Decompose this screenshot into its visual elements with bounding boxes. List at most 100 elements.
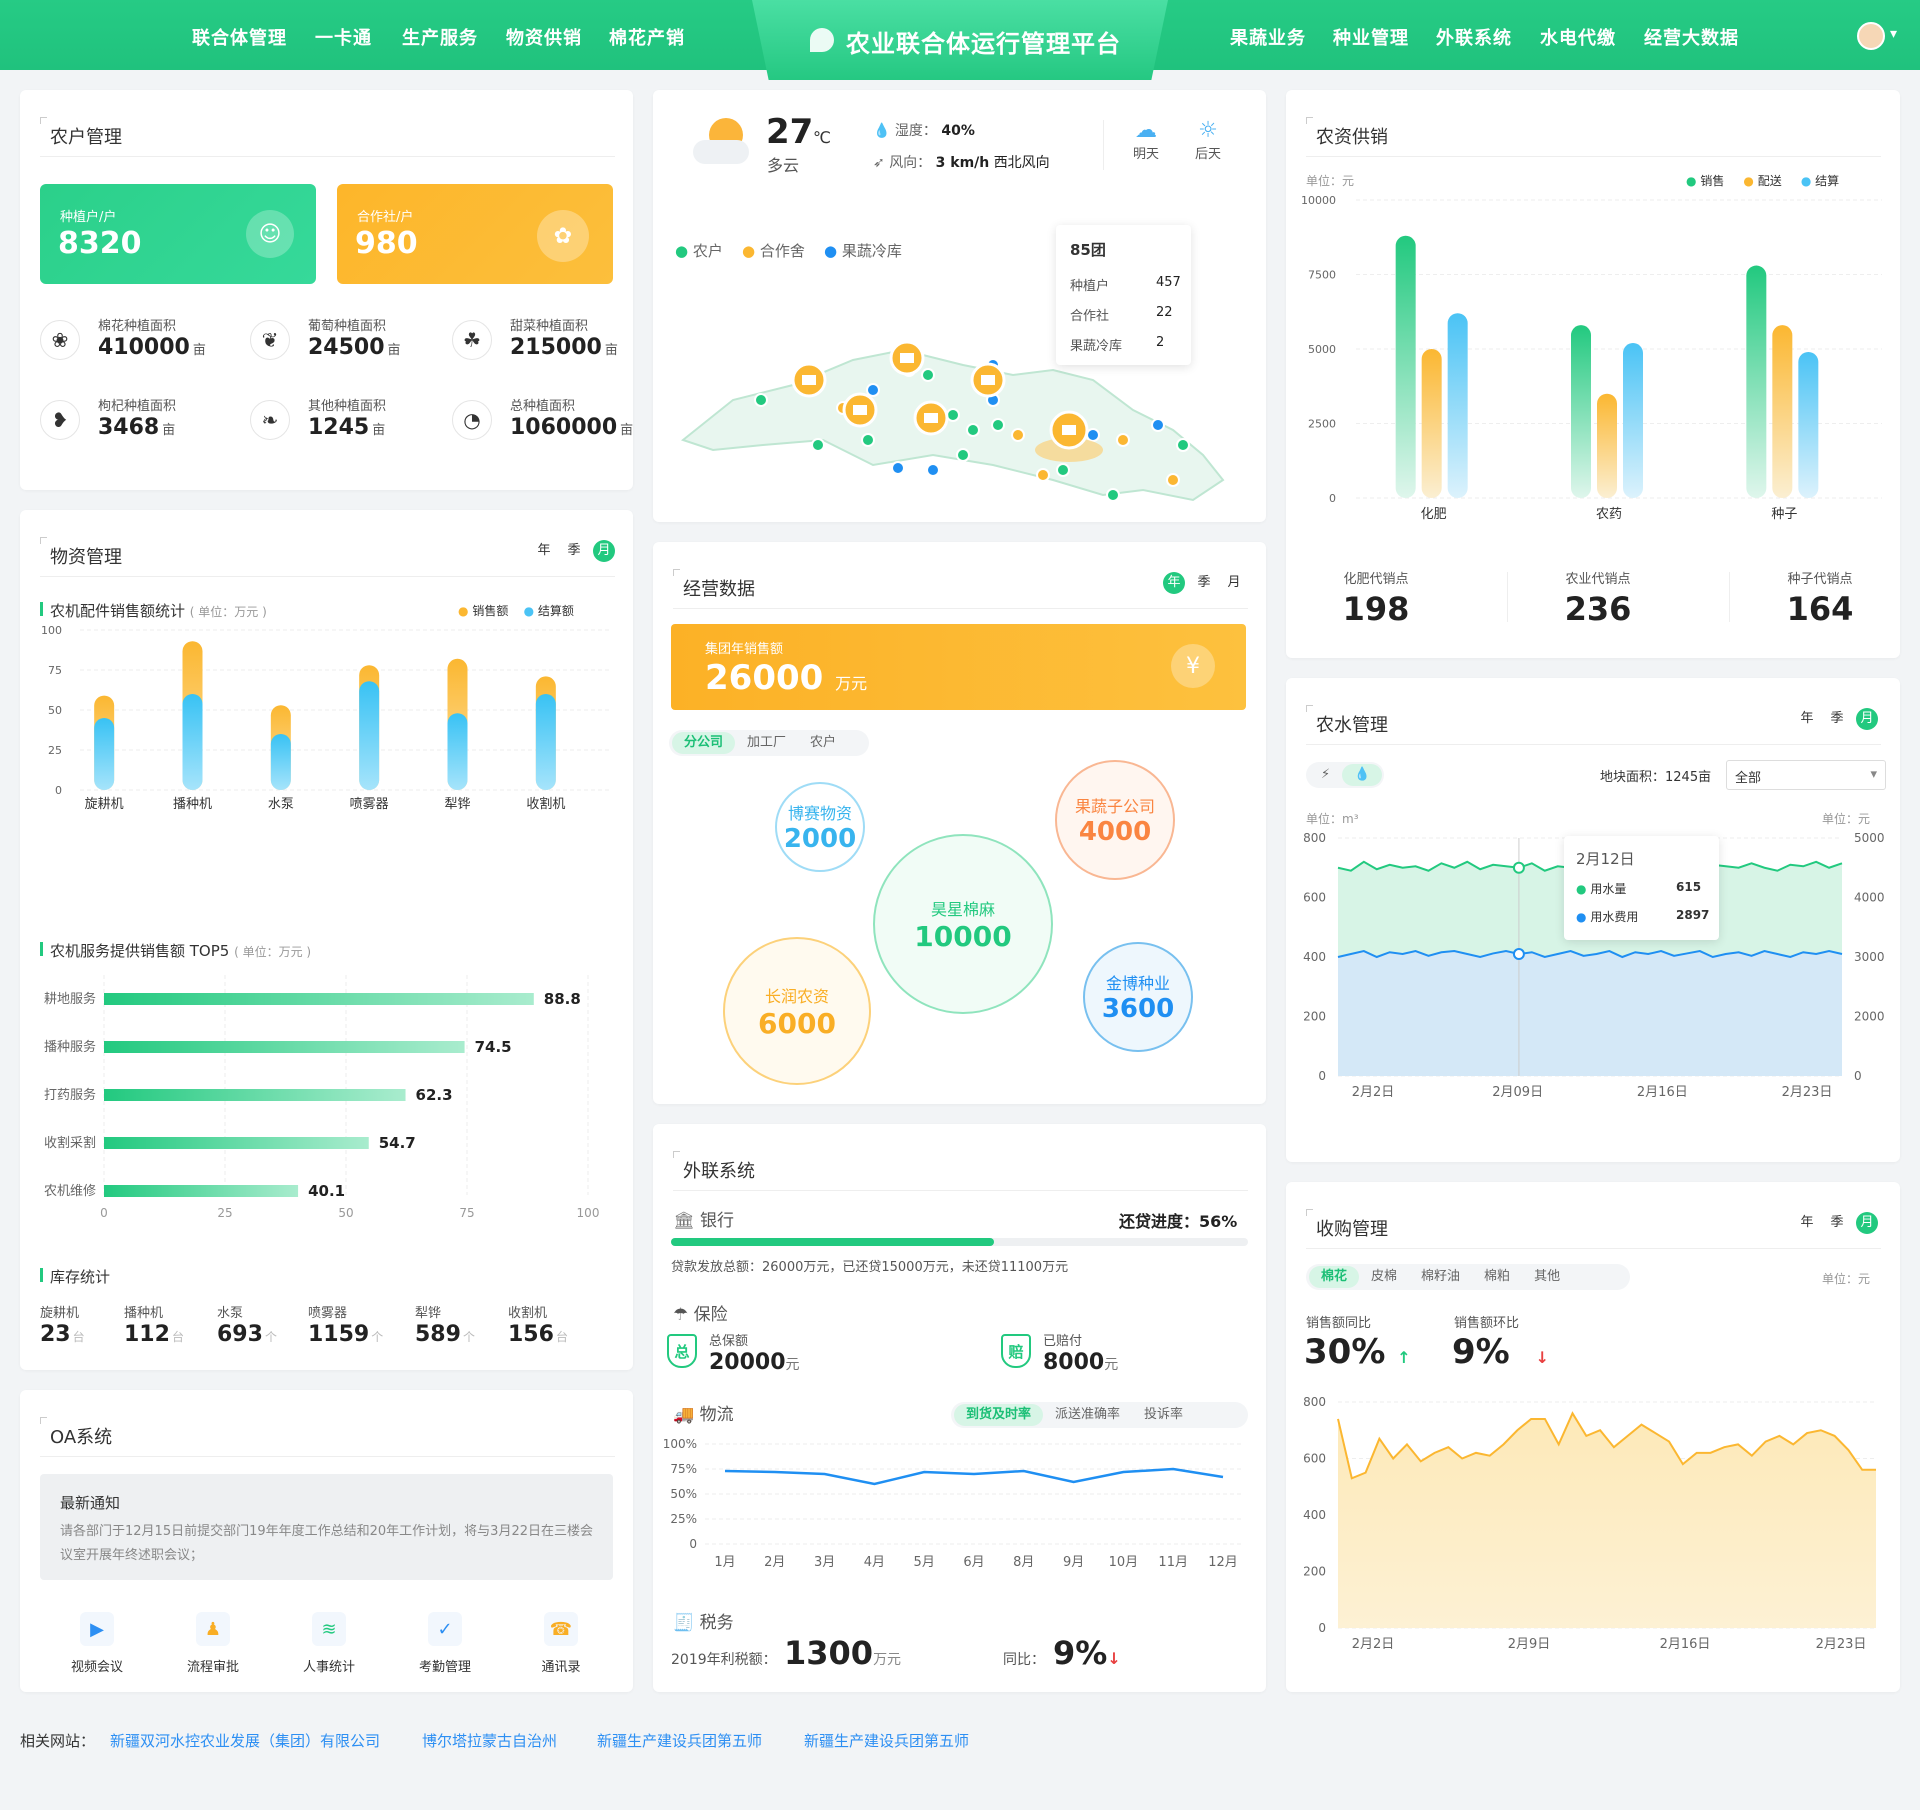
hr-stats-icon[interactable]: ≋ xyxy=(312,1612,346,1646)
cooperative-count-card[interactable]: 合作社/户 980 ✿ xyxy=(337,184,613,284)
y-left-tick-label: 800 xyxy=(1303,831,1326,845)
y-tick-label: 10000 xyxy=(1301,194,1336,207)
tab-branch[interactable]: 分公司 xyxy=(672,732,736,754)
period-quarter[interactable]: 季 xyxy=(1197,575,1211,590)
y-right-tick-label: 4000 xyxy=(1854,891,1885,905)
stock-name: 犁铧 xyxy=(415,1306,442,1321)
user-avatar[interactable] xyxy=(1857,22,1885,50)
y-left-tick-label: 400 xyxy=(1303,950,1326,964)
period-year[interactable]: 年 xyxy=(1800,1215,1814,1230)
map-point xyxy=(811,438,825,452)
area-value: 24500 亩 xyxy=(308,335,401,360)
bubble-changrun[interactable]: 长润农资 6000 xyxy=(723,937,871,1085)
y-tick-label: 100 xyxy=(41,624,62,637)
bubble-jinbo[interactable]: 金博种业 3600 xyxy=(1083,942,1193,1052)
oa-app-label[interactable]: 考勤管理 xyxy=(418,1660,471,1675)
water-drop-icon[interactable]: 💧 xyxy=(1342,764,1383,786)
stock-name: 水泵 xyxy=(217,1306,244,1321)
tab-lint[interactable]: 皮棉 xyxy=(1371,1269,1398,1284)
approval-icon[interactable]: ♟ xyxy=(196,1612,230,1646)
oa-app-label[interactable]: 通讯录 xyxy=(541,1660,581,1675)
nav-one-card[interactable]: 一卡通 xyxy=(315,28,372,49)
supply-unit: 单位：元 xyxy=(1306,174,1355,188)
bubble-bosai[interactable]: 博赛物资 2000 xyxy=(775,782,865,872)
tab-farmer[interactable]: 农户 xyxy=(810,735,837,750)
lightning-icon[interactable]: ⚡ xyxy=(1321,767,1331,782)
purchase-card: 收购管理 年季月 棉花 皮棉 棉籽油 棉粕 其他 单位：元 销售额同比 30% ↑ 销售… xyxy=(1286,1182,1900,1692)
nav-seed-management[interactable]: 种业管理 xyxy=(1333,28,1409,49)
forecast-after-tomorrow[interactable]: ☼ 后天 xyxy=(1195,118,1222,162)
nav-material-supply[interactable]: 物资供销 xyxy=(506,28,582,49)
period-year[interactable]: 年 xyxy=(1163,572,1185,594)
nav-union-management[interactable]: 联合体管理 xyxy=(192,28,287,49)
tab-cottonseed-oil[interactable]: 棉籽油 xyxy=(1421,1269,1461,1284)
forecast-tomorrow[interactable]: ☁ 明天 xyxy=(1133,118,1160,162)
x-tick-label: 8月 xyxy=(1013,1555,1034,1570)
attendance-icon[interactable]: ✓ xyxy=(428,1612,462,1646)
tab-cotton[interactable]: 棉花 xyxy=(1309,1266,1360,1288)
period-quarter[interactable]: 季 xyxy=(1830,1215,1844,1230)
bubble-haoxing[interactable]: 昊星棉麻 10000 xyxy=(873,834,1053,1014)
map-point xyxy=(1036,468,1050,482)
video-icon[interactable]: ▶ xyxy=(80,1612,114,1646)
oa-app-label[interactable]: 流程审批 xyxy=(186,1660,239,1675)
period-month[interactable]: 月 xyxy=(1856,708,1878,730)
outlet-label: 化肥代销点 xyxy=(1343,572,1409,587)
notice-box[interactable]: 最新通知 请各部门于12月15日前提交部门19年年度工作总结和20年工作计划，将… xyxy=(40,1474,613,1580)
period-year[interactable]: 年 xyxy=(1800,711,1814,726)
footer-link-fifth-division-1[interactable]: 新疆生产建设兵团第五师 xyxy=(597,1732,763,1750)
bar-配送 xyxy=(1421,349,1442,498)
footer-link-bortala[interactable]: 博尔塔拉蒙古自治州 xyxy=(422,1732,558,1750)
water-cost-area xyxy=(1338,951,1842,1076)
insurance-total: 20000元 xyxy=(709,1350,800,1375)
region-map[interactable] xyxy=(673,280,1253,510)
period-month[interactable]: 月 xyxy=(1856,1212,1878,1234)
popup-value: 22 xyxy=(1156,305,1173,320)
tab-complaint-rate[interactable]: 投诉率 xyxy=(1144,1407,1184,1422)
tab-cotton-meal[interactable]: 棉粕 xyxy=(1484,1269,1511,1284)
nav-fruit-veg[interactable]: 果蔬业务 xyxy=(1230,28,1306,49)
nav-utility-payment[interactable]: 水电代缴 xyxy=(1540,28,1616,49)
farmer-icon: ☺ xyxy=(246,210,294,258)
oa-app-label[interactable]: 视频会议 xyxy=(70,1660,123,1675)
purchase-area xyxy=(1338,1413,1876,1628)
period-year[interactable]: 年 xyxy=(537,543,551,558)
period-month[interactable]: 月 xyxy=(593,540,615,562)
service-bar xyxy=(104,993,534,1005)
stock-name: 收割机 xyxy=(508,1306,548,1321)
period-month[interactable]: 月 xyxy=(1227,575,1241,590)
bubble-fruit-subsidiary[interactable]: 果蔬子公司 4000 xyxy=(1055,760,1175,880)
popup-value: 457 xyxy=(1156,275,1181,290)
planter-count-card[interactable]: 种植户/户 8320 ☺ xyxy=(40,184,316,284)
tab-other[interactable]: 其他 xyxy=(1534,1269,1561,1284)
drop-icon: 💧 xyxy=(873,123,891,139)
nav-production-service[interactable]: 生产服务 xyxy=(402,28,478,49)
nav-cotton-sales[interactable]: 棉花产销 xyxy=(609,28,685,49)
data-label: 62.3 xyxy=(416,1086,453,1104)
y-tick-label: 0 xyxy=(1329,492,1336,505)
oa-title: OA系统 xyxy=(40,1417,112,1449)
footer-link-shuanghe[interactable]: 新疆双河水控农业发展（集团）有限公司 xyxy=(110,1732,381,1750)
y-tick-label: 2500 xyxy=(1308,418,1336,431)
notice-title: 最新通知 xyxy=(60,1494,121,1512)
tab-factory[interactable]: 加工厂 xyxy=(747,735,787,750)
plot-select[interactable]: 全部 ▾ xyxy=(1726,760,1886,790)
period-quarter[interactable]: 季 xyxy=(1830,711,1844,726)
tab-arrival-rate[interactable]: 到货及时率 xyxy=(954,1404,1044,1426)
bank-icon: 🏛 xyxy=(673,1211,695,1231)
nav-external-system[interactable]: 外联系统 xyxy=(1436,28,1512,49)
oa-app-label[interactable]: 人事统计 xyxy=(302,1660,355,1675)
chevron-down-icon[interactable]: ▾ xyxy=(1890,26,1898,42)
nav-business-bigdata[interactable]: 经营大数据 xyxy=(1644,28,1739,49)
cooperative-icon: ✿ xyxy=(537,210,589,262)
tab-delivery-accuracy[interactable]: 派送准确率 xyxy=(1055,1407,1121,1422)
period-quarter[interactable]: 季 xyxy=(567,543,581,558)
insurance-label: ☂ 保险 xyxy=(673,1305,728,1325)
x-tick-label: 4月 xyxy=(864,1555,885,1570)
notice-text: 请各部门于12月15日前提交部门19年年度工作总结和20年工作计划，将与3月22… xyxy=(60,1524,593,1563)
footer-link-fifth-division-2[interactable]: 新疆生产建设兵团第五师 xyxy=(804,1732,970,1750)
x-tick-label: 旋耕机 xyxy=(85,796,124,812)
contacts-icon[interactable]: ☎ xyxy=(544,1612,578,1646)
weather-desc: 多云 xyxy=(767,156,800,175)
area-label: 其他种植面积 xyxy=(308,399,387,414)
